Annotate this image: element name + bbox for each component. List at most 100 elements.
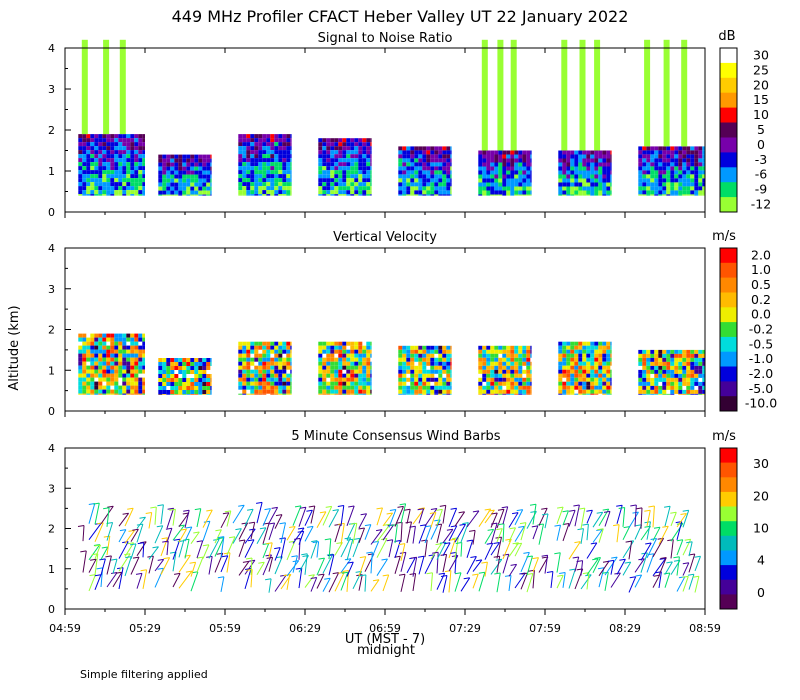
heat-cell	[650, 158, 655, 163]
heat-cell	[322, 174, 327, 179]
heat-cell	[650, 353, 655, 358]
heat-cell	[366, 381, 371, 386]
heat-cell	[654, 369, 659, 374]
barb-flag	[446, 528, 453, 531]
heat-cell	[94, 154, 99, 159]
barb-flag	[319, 511, 326, 514]
wind-barb	[625, 540, 633, 560]
heat-cell	[138, 190, 143, 195]
heat-cell	[514, 190, 519, 195]
heat-cell	[414, 389, 419, 394]
heat-cell	[258, 377, 263, 382]
heat-cell	[194, 170, 199, 175]
heat-cell	[130, 369, 135, 374]
heat-cell	[190, 394, 195, 395]
heat-cell	[670, 178, 675, 183]
y-tick-label: 4	[48, 242, 55, 255]
heat-cell	[98, 142, 103, 147]
heat-cell	[122, 349, 127, 354]
heat-cell	[262, 365, 267, 370]
barb-flag	[173, 538, 180, 541]
barb-flag	[523, 551, 530, 554]
heat-cell	[598, 174, 603, 179]
barb-shaft	[574, 504, 580, 527]
heat-cell	[370, 365, 372, 370]
heat-cell	[514, 349, 519, 354]
heat-cell	[426, 150, 431, 155]
heat-cell	[490, 174, 495, 179]
heat-cell	[334, 178, 339, 183]
heat-cell	[158, 370, 163, 374]
heat-cell	[650, 166, 655, 171]
heat-cell	[558, 166, 563, 171]
heat-cell	[254, 381, 259, 386]
barb-flag	[90, 558, 97, 561]
heat-cell	[198, 382, 203, 386]
heat-cell	[194, 154, 199, 159]
heat-cell	[690, 353, 695, 358]
heat-cell	[274, 186, 279, 191]
heat-cell	[402, 146, 407, 151]
heat-cell	[506, 353, 511, 358]
heat-cell	[482, 349, 487, 354]
heat-cell	[342, 166, 347, 171]
heat-cell	[242, 174, 247, 179]
heat-cell	[110, 142, 115, 147]
heat-cell	[486, 186, 491, 191]
heat-cell	[498, 154, 503, 159]
wind-barb	[460, 577, 471, 592]
heat-cell	[514, 182, 519, 187]
heat-cell	[334, 182, 339, 187]
heat-cell	[510, 381, 515, 386]
heat-cell	[114, 369, 119, 374]
heat-cell	[658, 182, 663, 187]
heat-cell	[414, 373, 419, 378]
heat-cell	[190, 386, 195, 390]
heat-cell	[290, 341, 292, 346]
heat-cell	[182, 386, 187, 390]
heat-cell	[434, 174, 439, 179]
wind-barb	[676, 513, 687, 528]
heat-cell	[586, 349, 591, 354]
heat-cell	[502, 349, 507, 354]
heat-cell	[350, 138, 355, 143]
heat-cell	[82, 389, 87, 394]
barb-shaft	[652, 558, 667, 577]
heat-cell	[122, 373, 127, 378]
heat-cell	[206, 374, 211, 378]
heat-cell	[86, 369, 91, 374]
heat-cell	[138, 154, 143, 159]
heat-cell	[118, 166, 123, 171]
heat-cell	[130, 389, 135, 394]
heat-cell	[494, 373, 499, 378]
barb-flag	[521, 572, 528, 575]
heat-cell	[278, 174, 283, 179]
heat-cell	[442, 178, 447, 183]
heat-cell	[358, 150, 363, 155]
heat-cell	[186, 158, 191, 163]
heat-cell	[526, 190, 531, 195]
heat-cell	[438, 345, 443, 350]
heat-cell	[138, 369, 143, 374]
heat-cell	[78, 365, 83, 370]
wind-barb	[100, 505, 114, 525]
heat-cell	[286, 134, 291, 139]
heat-cell	[666, 146, 671, 151]
barb-shaft	[184, 510, 190, 528]
heat-cell	[126, 345, 131, 350]
heat-cell	[162, 386, 167, 390]
heat-cell	[422, 385, 427, 390]
heat-cell	[266, 194, 271, 196]
heat-cell	[638, 349, 643, 354]
heat-cell	[134, 377, 139, 382]
barb-flag	[493, 555, 500, 558]
heat-cell	[326, 357, 331, 362]
heat-cell	[530, 373, 532, 378]
heat-cell	[510, 194, 515, 196]
barb-shaft	[682, 562, 690, 576]
heat-cell	[674, 377, 679, 382]
barb-flag	[435, 543, 442, 546]
heat-cell	[502, 393, 507, 395]
heat-cell	[126, 333, 131, 338]
barb-flag	[294, 537, 301, 540]
